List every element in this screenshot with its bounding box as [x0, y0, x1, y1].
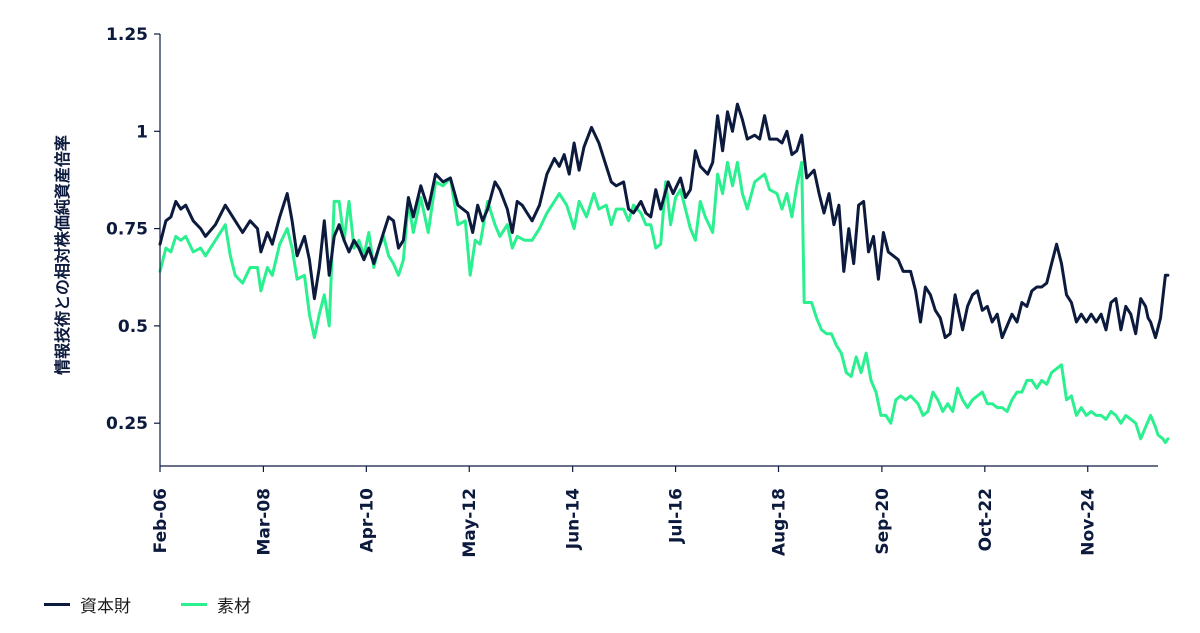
legend-label-series-2: 素材 — [217, 597, 251, 617]
x-tick-label: Apr-10 — [357, 488, 377, 553]
x-tick-label: Jul-16 — [667, 488, 687, 544]
series-line-1 — [158, 102, 1170, 340]
y-tick-label: 0.5 — [118, 317, 148, 337]
legend-swatch-series-1 — [44, 603, 70, 606]
x-tick-label: Oct-22 — [976, 488, 996, 551]
x-tick-label: May-12 — [460, 488, 480, 558]
x-tick-label: Nov-24 — [1079, 488, 1099, 556]
y-ticks: 0.25 0.5 0.75 1 1.25 — [106, 25, 160, 434]
legend-item-series-2: 素材 — [181, 592, 251, 617]
x-ticks: Feb-06 Mar-08 Apr-10 May-12 Jun-14 Jul-16 Aug-… — [151, 466, 1099, 558]
x-tick-label: Sep-20 — [873, 488, 893, 555]
x-tick-label: Aug-18 — [769, 488, 789, 556]
x-tick-label: Feb-06 — [151, 488, 171, 553]
y-axis-title: 情報技術との相対株価純資産倍率 — [53, 135, 72, 375]
x-tick-label: Mar-08 — [254, 488, 274, 556]
series-line-2 — [158, 160, 1170, 445]
y-tick-label: 0.25 — [106, 414, 148, 434]
legend-item-series-1: 資本財 — [44, 592, 131, 617]
legend-label-series-1: 資本財 — [80, 597, 131, 617]
x-tick-label: Jun-14 — [564, 488, 584, 550]
y-tick-label: 1 — [136, 122, 148, 142]
legend-swatch-series-2 — [181, 603, 207, 606]
y-tick-label: 0.75 — [106, 220, 148, 240]
plot-lines — [158, 102, 1170, 445]
y-tick-label: 1.25 — [106, 25, 148, 45]
legend: 資本財 素材 — [44, 592, 251, 617]
